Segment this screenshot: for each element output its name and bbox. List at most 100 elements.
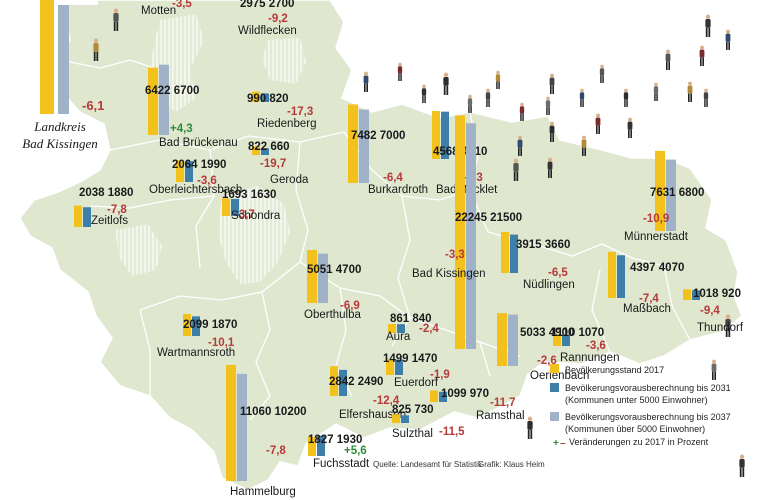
change-massbach: -7,4 (639, 293, 659, 305)
person-figure (443, 72, 449, 95)
name-euerdorf: Euerdorf (394, 377, 439, 389)
region-title-line1: Landkreis (33, 119, 86, 134)
bar-forecast-munnerstadt (666, 159, 676, 231)
bar-forecast-wartmannsroth (192, 316, 200, 336)
municipality-border (59, 59, 161, 71)
bar-forecast-bad-kissingen (466, 123, 476, 349)
person-figure (627, 117, 633, 138)
change-geroda: -19,7 (260, 158, 286, 170)
bar-forecast-aura (397, 324, 405, 333)
forest-area (116, 224, 162, 276)
bar-2017-euerdorf (386, 359, 394, 375)
change-bad-kissingen: -3,3 (445, 249, 465, 261)
bar-forecast-oerlenbach (508, 314, 518, 366)
values-nudlingen: 3915 3660 (516, 239, 570, 251)
bar-forecast-oberthulba (318, 253, 328, 303)
person-figure (397, 62, 403, 81)
name-thundorf: Thundorf (697, 322, 744, 334)
name-hammelburg: Hammelburg (230, 486, 296, 498)
change-nudlingen: -6,5 (548, 267, 568, 279)
bar-forecast-bad-bocklet (441, 111, 449, 159)
person-figure (421, 84, 427, 103)
person-figure (705, 14, 711, 37)
person-figure (113, 8, 119, 31)
values-aura: 861 840 (390, 313, 432, 325)
name-motten: Motten (141, 5, 176, 17)
person-figure (699, 45, 705, 66)
name-oerlenbach: Oerlenbach (530, 370, 589, 382)
values-euerdorf: 1499 1470 (383, 353, 437, 365)
change-oberthulba: -6,9 (340, 300, 360, 312)
person-figure (545, 96, 551, 115)
municipality-border (479, 341, 491, 377)
legend-label-2037-note: (Kommunen über 5000 Einwohner) (565, 424, 705, 434)
values-bad-bruckenau: 6422 6700 (145, 85, 199, 97)
change-hammelburg: -7,8 (266, 445, 286, 457)
bar-2017-bad-kissingen (455, 115, 465, 350)
bar-forecast-geroda (261, 148, 269, 155)
legend-label-2031-note: (Kommunen unter 5000 Einwohner) (565, 395, 708, 405)
bar-2017-zeitlofs (74, 205, 82, 227)
bar-2017-wartmannsroth (183, 313, 191, 336)
legend-plus-sign: + (553, 438, 559, 449)
values-ramsthal: 1099 970 (441, 388, 489, 400)
people-illustrations (93, 8, 745, 477)
change-aura: -2,4 (419, 323, 439, 335)
bar-2017-oberleichtersbach (176, 160, 184, 182)
bar-2017-nudlingen (501, 231, 509, 273)
values-sulzthal: 825 730 (392, 404, 434, 416)
person-figure (93, 38, 99, 61)
person-figure (513, 158, 519, 181)
bar-2017-aura (388, 323, 396, 333)
person-figure (725, 29, 731, 50)
bar-2017-bad-bocklet (432, 111, 440, 159)
bar-forecast-euerdorf (395, 359, 403, 375)
person-figure (595, 113, 601, 134)
bar-forecast-burkardroth (359, 109, 369, 183)
name-massbach: Maßbach (623, 303, 671, 315)
bar-2017-fuchsstadt (308, 436, 316, 456)
bar-2017-ramsthal (430, 390, 438, 402)
legend-label-2037: Bevölkerungsvorausberechnung bis 2037 (565, 412, 731, 422)
values-schondra: 1693 1630 (222, 189, 276, 201)
bar-2017-munnerstadt (655, 150, 665, 231)
name-oberleichtersbach: Oberleichtersbach (149, 184, 242, 196)
legend-label-2017: Bevölkerungsstand 2017 (565, 365, 664, 375)
values-hammelburg: 11060 10200 (240, 406, 307, 418)
bar-forecast-zeitlofs (83, 207, 91, 227)
values-geroda: 822 660 (248, 141, 290, 153)
bar-forecast-schondra (231, 198, 239, 216)
bar-forecast-elfershausen (339, 369, 347, 396)
name-munnerstadt: Münnerstadt (624, 231, 689, 243)
change-bad-bruckenau: +4,3 (170, 123, 193, 135)
values-rannungen: 1110 1070 (551, 327, 604, 339)
values-elfershausen: 2842 2490 (329, 376, 383, 388)
bar-forecast-nudlingen (510, 234, 518, 273)
source-note: Quelle: Landesamt für Statistik (373, 460, 483, 469)
change-euerdorf: -1,9 (430, 369, 450, 381)
municipality-border (539, 243, 665, 267)
person-figure (527, 416, 533, 439)
municipality-border (139, 309, 151, 396)
values-zeitlofs: 2038 1880 (79, 187, 133, 199)
name-wartmannsroth: Wartmannsroth (157, 347, 235, 359)
change-riedenberg: -17,3 (287, 106, 313, 118)
person-figure (467, 94, 473, 113)
person-figure (547, 157, 553, 178)
bar-2017-hammelburg (226, 364, 236, 481)
person-figure (517, 135, 523, 156)
municipality-border (591, 269, 611, 353)
bar-2017-bad-bruckenau (148, 67, 158, 135)
legend-swatch-2031 (550, 383, 559, 392)
person-figure (579, 88, 585, 107)
region-title-line2: Bad Kissingen (22, 136, 97, 151)
name-geroda: Geroda (270, 174, 309, 186)
legend-label-2031: Bevölkerungsvorausberechnung bis 2031 (565, 383, 731, 393)
change-rannungen: -3,6 (586, 340, 606, 352)
bar-2017-geroda (252, 146, 260, 155)
person-figure (725, 314, 731, 337)
change-wildflecken: -9,2 (268, 13, 288, 25)
person-figure (687, 81, 693, 102)
